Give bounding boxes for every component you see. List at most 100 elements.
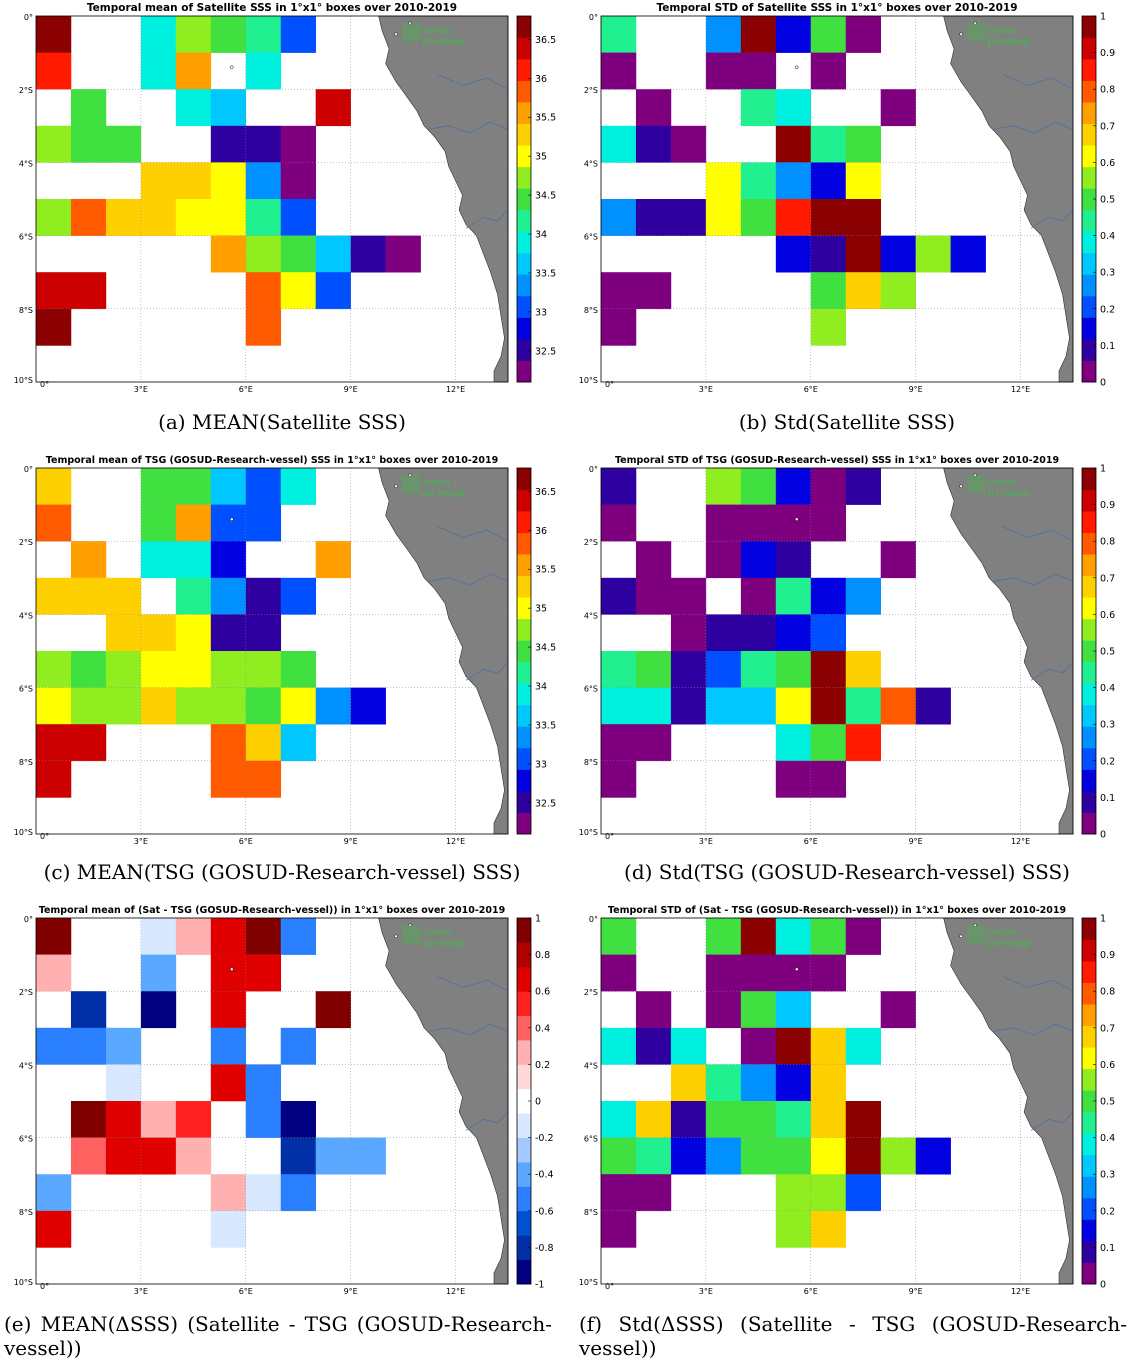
- heatmap-cell: [705, 1101, 742, 1138]
- heatmap-cell: [280, 199, 317, 236]
- heatmap-cell: [140, 16, 177, 53]
- heatmap-cell: [280, 1174, 317, 1212]
- colorbar-segment: [517, 1259, 531, 1285]
- heatmap-cell: [635, 125, 672, 163]
- y-tick-label: 2°S: [584, 86, 598, 95]
- heatmap-cell: [845, 468, 882, 505]
- colorbar-segment: [517, 145, 531, 168]
- heatmap-cell: [210, 1027, 247, 1065]
- logo-text-pimep: pi-mep: [422, 936, 465, 949]
- colorbar-tick-label: 0.1: [1100, 1243, 1115, 1254]
- colorbar-tick-label: 0.1: [1100, 341, 1115, 352]
- heatmap-cell: [280, 1101, 317, 1138]
- heatmap-cell: [245, 687, 282, 725]
- colorbar-segment: [1082, 145, 1096, 168]
- heatmap-cell: [36, 52, 72, 90]
- heatmap-cell: [245, 651, 282, 688]
- heatmap-cell: [210, 760, 247, 798]
- colorbar-tick-label: 0.9: [1100, 950, 1115, 961]
- y-tick-label: 4°S: [584, 159, 598, 168]
- heatmap-cell: [175, 16, 212, 53]
- y-tick-label: 2°S: [584, 538, 598, 547]
- x-tick-label: 3°E: [699, 837, 713, 846]
- colorbar-segment: [517, 812, 531, 835]
- heatmap-cell: [70, 577, 107, 615]
- heatmap-cell: [210, 504, 247, 542]
- heatmap-cell: [140, 52, 177, 90]
- heatmap-cell: [740, 1027, 777, 1065]
- y-tick-label: 0°: [24, 915, 33, 924]
- colorbar-segment: [517, 252, 531, 275]
- heatmap-cell: [915, 1137, 951, 1175]
- heatmap-cell: [105, 125, 142, 163]
- heatmap-cell: [670, 125, 707, 163]
- heatmap-cell: [70, 724, 107, 762]
- heatmap-cell: [775, 199, 812, 236]
- heatmap-cells: [36, 16, 421, 346]
- y-tick-label: 10°S: [14, 376, 33, 385]
- x-tick-label: 12°E: [1011, 837, 1030, 846]
- colorbar-segment: [1082, 123, 1096, 146]
- heatmap-cell: [210, 614, 247, 652]
- colorbar-segment: [517, 918, 531, 943]
- heatmap-cell: [315, 272, 351, 310]
- heatmap-cell: [245, 760, 282, 798]
- heatmap-cell: [36, 954, 72, 992]
- heatmap-cell: [775, 918, 812, 955]
- y-tick-label: 10°S: [579, 828, 598, 837]
- heatmap-cell: [705, 651, 742, 688]
- heatmap-cell: [601, 468, 637, 505]
- heatmap-cell: [280, 272, 317, 310]
- colorbar-segment: [1082, 338, 1096, 361]
- heatmap-cell: [245, 162, 282, 200]
- colorbar-segment: [517, 489, 531, 512]
- colorbar-segment: [1082, 1111, 1096, 1134]
- colorbar-segment: [1082, 59, 1096, 81]
- heatmap-cell: [810, 308, 847, 346]
- heatmap-cell: [70, 1101, 107, 1138]
- panel-c: Temporal mean of TSG (GOSUD-Research-ves…: [2, 452, 562, 856]
- river-line: [992, 573, 1074, 586]
- heatmap-f: Temporal STD of (Sat - TSG (GOSUD-Resear…: [579, 905, 1115, 1296]
- y-tick-label: 4°S: [19, 1061, 33, 1070]
- colorbar-segment: [1082, 812, 1096, 835]
- heatmap-cell: [245, 16, 282, 53]
- heatmap-cell: [810, 162, 847, 200]
- river-line: [1002, 74, 1074, 90]
- heatmap-cell: [315, 89, 351, 127]
- heatmap-cell: [635, 687, 672, 725]
- colorbar-tick-label: 36: [535, 526, 547, 537]
- heatmap-cell: [36, 1027, 72, 1065]
- colorbar-segment: [1082, 618, 1096, 641]
- heatmap-cell: [740, 89, 777, 127]
- heatmap-cell: [775, 614, 812, 652]
- colorbar-tick-label: 0.5: [1100, 647, 1115, 658]
- heatmap-cell: [670, 614, 707, 652]
- x-tick-label: 9°E: [344, 1287, 358, 1296]
- heatmap-cell: [845, 199, 882, 236]
- heatmap-cell: [601, 760, 637, 798]
- y-tick-label: 10°S: [579, 1278, 598, 1287]
- heatmap-cell: [601, 687, 637, 725]
- heatmap-cell: [245, 272, 282, 310]
- heatmap-cell: [950, 235, 986, 273]
- island-mark: [394, 32, 398, 37]
- heatmap-cell: [810, 1210, 847, 1248]
- heatmap-cell: [775, 89, 812, 127]
- colorbar-segment: [517, 1113, 531, 1138]
- colorbar-frame: [516, 15, 532, 383]
- heatmap-cell: [210, 199, 247, 236]
- heatmap-cell: [810, 687, 847, 725]
- heatmap-cell: [775, 235, 812, 273]
- heatmap-cell: [775, 954, 812, 992]
- colorbar-segment: [517, 597, 531, 620]
- colorbar-segment: [1082, 982, 1096, 1005]
- heatmap-cell: [210, 991, 247, 1029]
- colorbar-segment: [517, 747, 531, 770]
- colorbar-tick-label: 0.2: [535, 1060, 550, 1071]
- heatmap-cell: [775, 1174, 812, 1212]
- y-tick-label: 8°S: [19, 758, 33, 767]
- colorbar-tick-label: 0.5: [1100, 195, 1115, 206]
